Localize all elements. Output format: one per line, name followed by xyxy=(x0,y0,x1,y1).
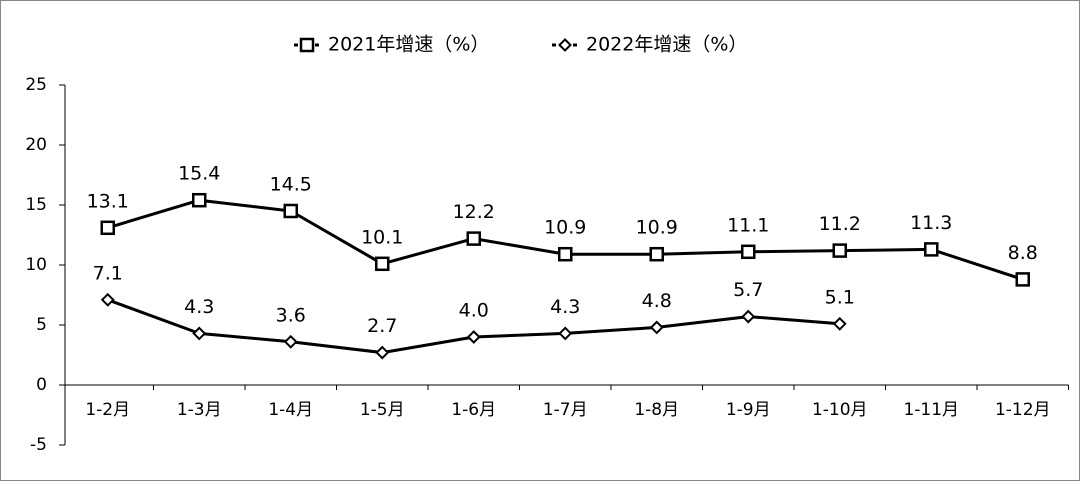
marker xyxy=(100,292,115,307)
y-tick-label: 15 xyxy=(25,195,47,215)
marker xyxy=(466,231,481,246)
marker xyxy=(466,330,481,344)
y-tick-label: -5 xyxy=(30,435,47,455)
data-label: 5.1 xyxy=(825,286,855,308)
x-tick-label: 1-4月 xyxy=(268,400,313,420)
marker xyxy=(741,309,756,324)
data-label: 7.1 xyxy=(93,262,123,284)
legend-label: 2022年增速（%） xyxy=(586,34,747,56)
data-label: 13.1 xyxy=(87,190,129,212)
x-tick-label: 1-10月 xyxy=(812,400,868,420)
marker xyxy=(832,316,847,331)
marker xyxy=(192,326,207,341)
data-label: 15.4 xyxy=(178,163,220,185)
marker xyxy=(100,220,115,236)
data-label: 10.9 xyxy=(544,217,586,239)
marker xyxy=(741,244,756,260)
legend-label: 2021年增速（%） xyxy=(328,34,489,56)
data-label: 3.6 xyxy=(276,304,306,326)
x-tick-label: 1-6月 xyxy=(451,400,496,420)
marker xyxy=(832,243,847,258)
data-label: 8.8 xyxy=(1008,242,1038,264)
data-label: 11.2 xyxy=(819,213,861,235)
marker xyxy=(649,246,664,262)
data-label: 11.3 xyxy=(910,212,952,234)
y-tick-label: 25 xyxy=(25,75,47,95)
marker xyxy=(283,203,298,219)
data-label: 2.7 xyxy=(367,315,397,337)
data-label: 12.2 xyxy=(453,201,495,223)
y-tick-label: 5 xyxy=(36,315,47,335)
marker xyxy=(299,37,315,53)
x-tick-label: 1-8月 xyxy=(634,400,679,420)
marker xyxy=(283,334,298,349)
marker xyxy=(192,192,207,208)
data-label: 10.1 xyxy=(361,226,403,248)
marker xyxy=(558,326,573,341)
data-label: 4.8 xyxy=(642,290,672,312)
x-tick-label: 1-2月 xyxy=(85,400,130,420)
data-label: 4.3 xyxy=(184,296,214,318)
x-tick-label: 1-11月 xyxy=(903,400,959,420)
marker xyxy=(558,246,573,262)
y-tick-label: 0 xyxy=(36,375,47,395)
x-tick-label: 1-5月 xyxy=(360,400,405,420)
marker xyxy=(375,256,390,272)
marker xyxy=(924,242,939,257)
x-tick-label: 1-12月 xyxy=(995,400,1051,420)
marker xyxy=(1015,272,1030,287)
data-label: 4.0 xyxy=(459,300,489,322)
data-label: 5.7 xyxy=(733,279,763,301)
data-label: 10.9 xyxy=(636,217,678,239)
x-tick-label: 1-9月 xyxy=(726,400,771,420)
data-label: 14.5 xyxy=(270,174,312,196)
marker xyxy=(558,38,572,52)
marker xyxy=(649,320,664,335)
data-label: 4.3 xyxy=(550,296,580,318)
y-tick-label: 20 xyxy=(25,135,47,155)
x-tick-label: 1-7月 xyxy=(543,400,588,420)
x-tick-label: 1-3月 xyxy=(177,400,222,420)
y-tick-label: 10 xyxy=(25,255,47,275)
marker xyxy=(375,345,390,360)
data-label: 11.1 xyxy=(727,214,769,236)
